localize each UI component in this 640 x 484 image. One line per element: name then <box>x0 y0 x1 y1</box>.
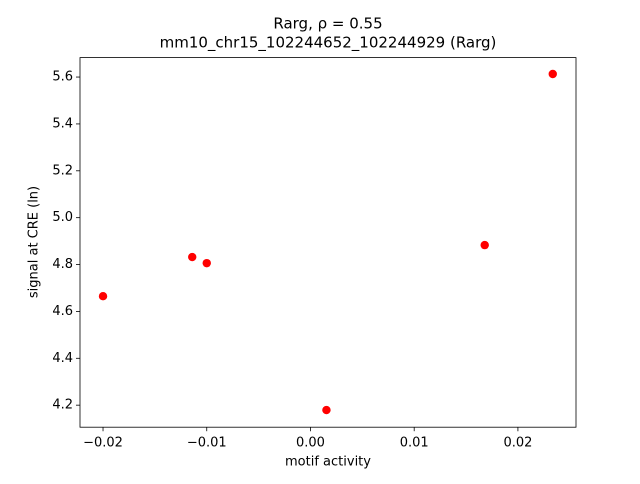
scatter-point <box>322 405 331 415</box>
y-tick-label: 5.4 <box>52 116 73 131</box>
x-axis-label: motif activity <box>285 455 371 470</box>
scatter-point <box>480 240 489 250</box>
y-tick-label: 4.4 <box>52 351 73 366</box>
x-tick-label: −0.02 <box>83 436 123 451</box>
y-tick-label: 5.0 <box>52 210 73 225</box>
scatter-point <box>202 258 211 268</box>
y-tick-label: 5.6 <box>52 70 73 85</box>
scatter-point <box>548 69 557 79</box>
plot-frame <box>79 57 577 428</box>
scatter-point <box>188 252 197 262</box>
y-tick-label: 4.2 <box>52 398 73 413</box>
y-axis-label: signal at CRE (ln) <box>27 186 42 298</box>
chart-title: Rarg, ρ = 0.55 <box>273 15 382 33</box>
x-tick-label: 0.01 <box>400 436 429 451</box>
y-tick-label: 4.8 <box>52 257 73 272</box>
x-tick-label: −0.01 <box>187 436 227 451</box>
chart-subtitle: mm10_chr15_102244652_102244929 (Rarg) <box>160 34 497 53</box>
y-tick-label: 5.2 <box>52 163 73 178</box>
x-tick-label: 0.00 <box>296 436 325 451</box>
scatter-point <box>98 291 108 301</box>
y-tick-label: 4.6 <box>52 304 73 319</box>
x-tick-label: 0.02 <box>503 436 532 451</box>
